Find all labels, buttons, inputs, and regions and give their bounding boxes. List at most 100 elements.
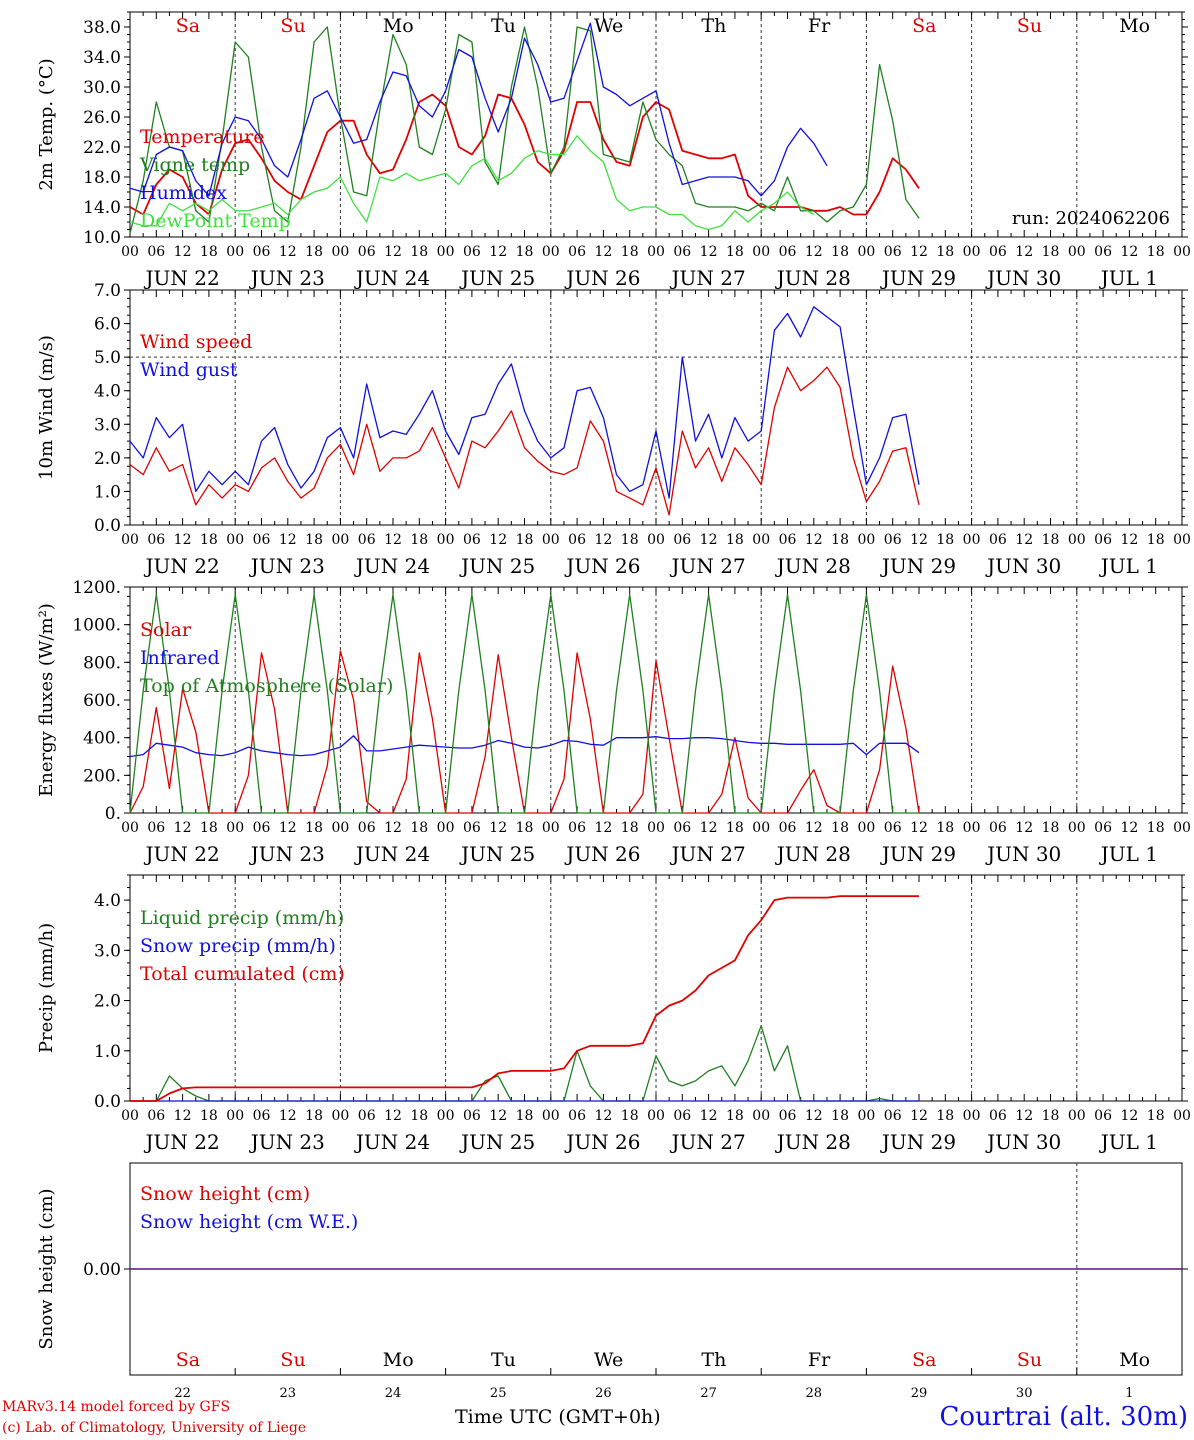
x-hour-label: 18: [621, 244, 639, 260]
x-hour-label: 00: [331, 532, 349, 548]
x-hour-label: 00: [542, 532, 560, 548]
x-hour-label: 18: [305, 532, 323, 548]
x-date-label: JUN 30: [985, 842, 1061, 866]
x-hour-label: 00: [647, 532, 665, 548]
x-date-label: JUN 23: [249, 554, 325, 578]
x-hour-label: 18: [726, 1108, 744, 1124]
day-number-label: 22: [174, 1386, 191, 1401]
x-hour-label: 12: [489, 532, 507, 548]
x-hour-label: 18: [305, 1108, 323, 1124]
x-date-label: JUN 27: [670, 1130, 746, 1154]
x-hour-label: 00: [542, 820, 560, 836]
x-hour-label: 00: [752, 1108, 770, 1124]
day-number-label: 27: [700, 1386, 717, 1401]
panel-4: 0.0 1.0 2.0 3.0 4.0 Precip (mm/h) 00 06 12 18 00 06…: [36, 874, 1191, 1154]
x-hour-label: 00: [752, 532, 770, 548]
x-hour-label: 06: [779, 244, 797, 260]
x-hour-label: 00: [647, 820, 665, 836]
x-date-label: JUN 27: [670, 266, 746, 290]
x-hour-label: 18: [831, 532, 849, 548]
day-number-label: 24: [385, 1386, 402, 1401]
x-hour-label: 00: [121, 820, 139, 836]
x-hour-label: 18: [1147, 244, 1165, 260]
x-hour-label: 12: [700, 244, 718, 260]
x-date-label: JUN 25: [459, 266, 535, 290]
day-name-label: Su: [280, 15, 305, 37]
x-hour-label: 06: [779, 532, 797, 548]
x-hour-label: 12: [279, 244, 297, 260]
y-tick-label: 34.0: [83, 48, 121, 68]
legend-entry: Total cumulated (cm): [140, 963, 345, 985]
x-date-label: JUN 26: [564, 266, 640, 290]
x-hour-label: 12: [1120, 244, 1138, 260]
y-tick-label: 14.0: [83, 198, 121, 218]
x-hour-label: 12: [805, 532, 823, 548]
x-hour-label: 12: [910, 532, 928, 548]
x-hour-label: 06: [253, 532, 271, 548]
x-hour-label: 06: [1094, 1108, 1112, 1124]
day-name-label: Sa: [176, 1349, 200, 1371]
x-hour-label: 12: [489, 244, 507, 260]
x-hour-label: 12: [910, 820, 928, 836]
x-date-label: JUN 26: [564, 554, 640, 578]
x-hour-label: 06: [463, 1108, 481, 1124]
x-hour-label: 18: [410, 244, 428, 260]
day-name-label: Su: [1017, 1349, 1042, 1371]
series-line: [129, 135, 815, 231]
x-hour-label: 12: [174, 1108, 192, 1124]
x-hour-label: 06: [1094, 820, 1112, 836]
x-hour-label: 00: [437, 244, 455, 260]
day-number-label: 23: [280, 1386, 297, 1401]
x-date-label: JUN 22: [144, 1130, 220, 1154]
y-tick-label: 3.0: [94, 941, 121, 961]
x-hour-label: 00: [542, 244, 560, 260]
x-hour-label: 18: [516, 532, 534, 548]
x-hour-label: 06: [884, 244, 902, 260]
y-tick-label: 1.0: [94, 482, 121, 502]
x-hour-label: 00: [437, 532, 455, 548]
y-tick-label: 5.0: [94, 348, 121, 368]
x-date-label: JUL 1: [1099, 842, 1158, 866]
x-hour-label: 06: [779, 820, 797, 836]
day-number-label: 28: [806, 1386, 823, 1401]
x-hour-label: 00: [857, 1108, 875, 1124]
day-name-label: We: [594, 1349, 623, 1371]
x-hour-label: 00: [437, 1108, 455, 1124]
x-hour-label: 00: [752, 244, 770, 260]
x-hour-label: 00: [331, 820, 349, 836]
x-hour-label: 12: [700, 820, 718, 836]
x-hour-label: 00: [857, 532, 875, 548]
y-tick-label: 38.0: [83, 18, 121, 38]
x-hour-label: 12: [384, 532, 402, 548]
x-hour-label: 18: [516, 820, 534, 836]
x-hour-label: 12: [489, 1108, 507, 1124]
x-date-label: JUN 23: [249, 1130, 325, 1154]
x-date-label: JUN 30: [985, 266, 1061, 290]
legend-entry: Vigne temp: [139, 154, 250, 176]
x-date-label: JUN 29: [880, 842, 956, 866]
y-tick-label: 30.0: [83, 78, 121, 98]
day-name-label: We: [594, 15, 623, 37]
x-date-label: JUN 29: [880, 554, 956, 578]
x-date-label: JUN 22: [144, 842, 220, 866]
x-date-label: JUN 24: [354, 554, 430, 578]
time-axis-label: Time UTC (GMT+0h): [455, 1406, 661, 1428]
x-hour-label: 18: [831, 244, 849, 260]
x-hour-label: 00: [1173, 1108, 1191, 1124]
y-tick-label: 18.0: [83, 168, 121, 188]
x-hour-label: 00: [226, 820, 244, 836]
x-hour-label: 18: [726, 532, 744, 548]
x-hour-label: 06: [147, 532, 165, 548]
x-hour-label: 18: [1042, 244, 1060, 260]
legend-entry: Infrared: [140, 647, 220, 669]
station-name: Courtrai (alt. 30m): [939, 1402, 1189, 1432]
panel-3: 0. 200. 400. 600. 800. 1000. 1200. Energy fluxe…: [36, 578, 1191, 866]
x-date-label: JUN 25: [459, 554, 535, 578]
x-hour-label: 00: [963, 244, 981, 260]
x-hour-label: 18: [1147, 1108, 1165, 1124]
x-hour-label: 12: [805, 244, 823, 260]
series-line: [129, 366, 920, 516]
x-hour-label: 18: [621, 532, 639, 548]
x-hour-label: 12: [594, 532, 612, 548]
